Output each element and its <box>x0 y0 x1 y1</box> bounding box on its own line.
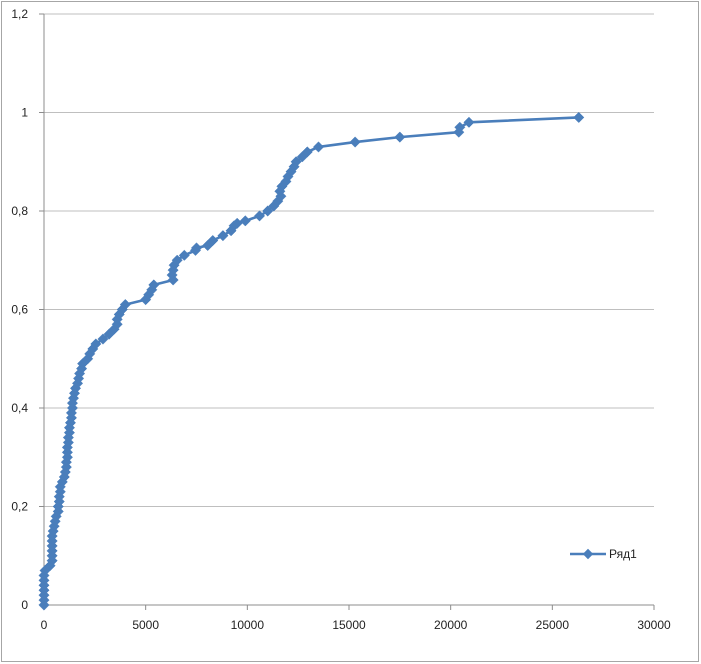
data-point <box>253 210 266 222</box>
data-point <box>349 136 361 148</box>
data-point <box>167 264 179 276</box>
data-point <box>312 141 325 153</box>
y-tick-label: 0,8 <box>11 204 28 218</box>
data-point <box>463 116 475 128</box>
x-tick-label: 30000 <box>637 618 671 632</box>
x-tick-label: 0 <box>41 618 48 632</box>
y-tick-label: 1,2 <box>11 7 28 21</box>
data-point <box>217 230 229 242</box>
data-point <box>148 279 160 291</box>
data-point <box>190 242 203 254</box>
data-point <box>59 466 71 478</box>
y-tick-label: 1 <box>21 106 28 120</box>
y-tick-label: 0,2 <box>11 500 28 514</box>
data-point <box>239 215 251 227</box>
data-point <box>60 456 72 468</box>
data-point <box>76 363 88 375</box>
series-layer <box>38 111 585 611</box>
data-point <box>119 299 131 311</box>
series-line <box>42 116 579 605</box>
legend: Ряд1 <box>570 547 637 561</box>
legend-label: Ряд1 <box>609 547 637 561</box>
data-point <box>63 422 75 434</box>
data-point <box>301 146 313 158</box>
data-point <box>53 491 65 503</box>
x-tick-label: 5000 <box>132 618 159 632</box>
y-tick-label: 0 <box>21 598 28 612</box>
grid-layer <box>44 13 654 507</box>
data-point <box>207 234 219 247</box>
data-point <box>394 131 406 143</box>
y-tick-label: 0,6 <box>11 303 28 317</box>
data-point <box>48 520 60 532</box>
legend-marker <box>582 548 594 560</box>
data-point <box>66 397 79 409</box>
data-point <box>38 569 50 582</box>
y-tick-label: 0,4 <box>11 401 28 415</box>
data-point <box>166 269 178 281</box>
data-point <box>573 111 585 123</box>
data-point <box>178 249 190 261</box>
data-point <box>97 333 109 345</box>
data-point <box>275 190 287 202</box>
data-point <box>262 205 274 217</box>
axis-layer: 0 0,2 0,4 0,6 0,8 1 1,2 0 5000 10000 15000 20000 250… <box>11 7 671 632</box>
data-point <box>90 338 102 350</box>
x-tick-label: 10000 <box>231 618 265 632</box>
x-tick-label: 20000 <box>434 618 468 632</box>
x-tick-label: 25000 <box>536 618 570 632</box>
x-tick-label: 15000 <box>332 618 366 632</box>
data-point <box>171 254 183 266</box>
data-point <box>73 372 85 385</box>
data-point <box>454 121 466 133</box>
data-point <box>290 156 302 168</box>
